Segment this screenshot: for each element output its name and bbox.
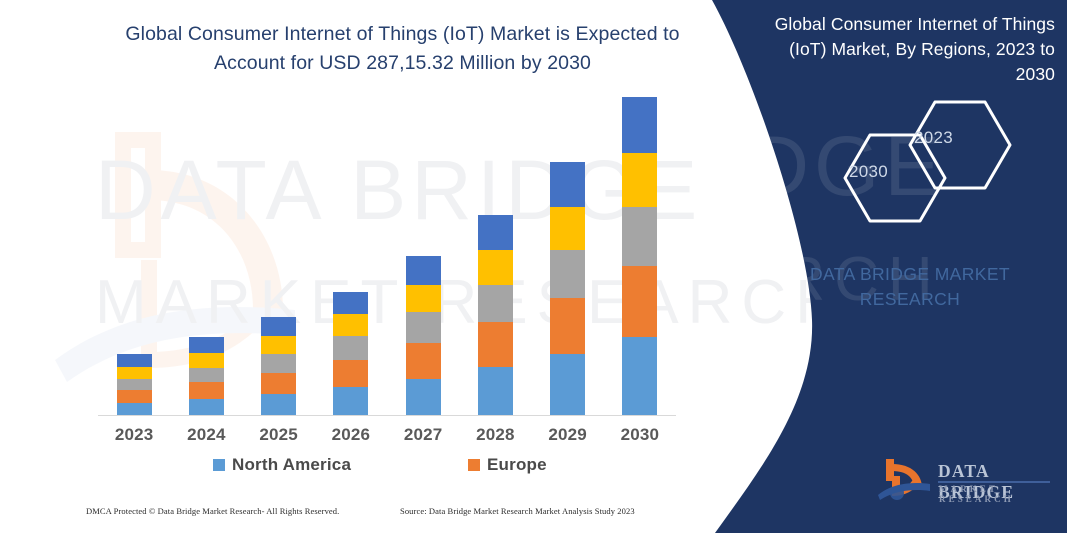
bar-2025[interactable] — [261, 317, 297, 416]
bar-2030[interactable] — [622, 97, 658, 416]
logo-text-sub: MARKET RESEARCH — [939, 484, 1014, 504]
watermark-text-block: DATA BRIDGE MARKET RESEARCH — [95, 125, 995, 351]
chart-legend: North America Europe — [98, 455, 676, 479]
legend-item-europe[interactable]: Europe — [468, 455, 547, 475]
chart-title: Global Consumer Internet of Things (IoT)… — [125, 23, 680, 75]
bar-segment-series-3 — [333, 336, 369, 360]
bar-segment-north-america — [188, 399, 224, 416]
bar-2023[interactable] — [116, 353, 152, 416]
watermark-line-1: DATA BRIDGE — [95, 143, 703, 237]
chart-plot-area — [98, 97, 676, 416]
bar-segment-north-america — [333, 387, 369, 416]
bar-segment-series-5 — [333, 291, 369, 315]
bar-segment-series-4 — [333, 314, 369, 337]
bar-segment-series-5 — [477, 214, 513, 251]
x-tick-2030: 2030 — [620, 425, 660, 444]
bar-segment-europe — [261, 372, 297, 395]
footer-bar: DMCA Protected © Data Bridge Market Rese… — [0, 506, 700, 528]
bar-segment-series-4 — [116, 366, 152, 379]
bar-segment-north-america — [405, 378, 441, 416]
x-tick-2024: 2024 — [187, 425, 226, 444]
bar-segment-series-3 — [477, 284, 513, 323]
footer-copyright: DMCA Protected © Data Bridge Market Rese… — [86, 506, 340, 516]
bar-segment-series-3 — [188, 367, 224, 383]
x-tick-2023: 2023 — [114, 425, 154, 444]
bar-segment-europe — [622, 266, 658, 338]
brand-subtitle: DATA BRIDGE MARKET RESEARCH — [809, 264, 1011, 310]
bar-segment-series-5 — [261, 317, 297, 337]
bar-segment-europe — [550, 297, 586, 354]
logo-divider — [938, 481, 1050, 483]
bar-segment-europe — [116, 390, 152, 404]
bar-2026[interactable] — [333, 291, 369, 416]
bar-segment-north-america — [550, 353, 586, 416]
bar-segment-europe — [333, 359, 369, 388]
legend-swatch-europe — [468, 459, 480, 471]
dbmr-logo-mark — [878, 459, 930, 500]
legend-label-north-america: North America — [232, 455, 352, 474]
bar-segment-series-5 — [116, 353, 152, 367]
bar-segment-series-3 — [261, 353, 297, 373]
bar-segment-series-5 — [622, 97, 658, 153]
bar-segment-series-3 — [622, 206, 658, 267]
bar-segment-series-4 — [550, 206, 586, 251]
bar-segment-north-america — [477, 366, 513, 416]
x-tick-2027: 2027 — [403, 425, 443, 444]
x-tick-2026: 2026 — [331, 425, 371, 444]
x-tick-2029: 2029 — [548, 425, 587, 444]
dbmr-logo: DATA BRIDGE MARKET RESEARCH — [878, 455, 1053, 504]
bar-segment-north-america — [622, 337, 658, 416]
bar-2028[interactable] — [477, 214, 513, 416]
x-tick-2025: 2025 — [259, 425, 298, 444]
bar-segment-europe — [188, 382, 224, 400]
bar-segment-series-5 — [188, 337, 224, 353]
bar-segment-series-3 — [550, 250, 586, 298]
logo-text-main: DATA BRIDGE — [938, 461, 1015, 502]
legend-swatch-north-america — [213, 459, 225, 471]
bar-segment-north-america — [116, 403, 152, 416]
legend-label-europe: Europe — [487, 455, 547, 474]
bar-segment-series-4 — [622, 152, 658, 207]
bar-segment-europe — [477, 322, 513, 367]
bar-segment-series-4 — [477, 250, 513, 285]
bar-segment-series-3 — [405, 312, 441, 343]
bar-segment-series-5 — [550, 162, 586, 207]
legend-item-north-america[interactable]: North America — [213, 455, 351, 475]
bar-segment-series-5 — [405, 256, 441, 285]
x-axis-line — [98, 415, 676, 416]
bar-segment-series-4 — [405, 284, 441, 313]
watermark-line-2: MARKET RESEARCH — [95, 268, 849, 338]
bar-segment-series-4 — [261, 336, 297, 354]
bar-segment-europe — [405, 343, 441, 379]
right-panel-title: Global Consumer Internet of Things (IoT)… — [774, 14, 1055, 84]
bar-2024[interactable] — [188, 337, 224, 416]
bar-segment-series-3 — [116, 378, 152, 391]
x-tick-2028: 2028 — [476, 425, 515, 444]
x-axis-labels: 2023 2024 2025 2026 2027 2028 2029 2030 — [98, 425, 676, 451]
background-logo-watermark — [55, 132, 295, 382]
footer-source: Source: Data Bridge Market Research Mark… — [400, 506, 635, 516]
bar-2029[interactable] — [550, 162, 586, 416]
bar-2027[interactable] — [405, 256, 441, 416]
bar-segment-series-4 — [188, 352, 224, 368]
bar-segment-north-america — [261, 394, 297, 416]
